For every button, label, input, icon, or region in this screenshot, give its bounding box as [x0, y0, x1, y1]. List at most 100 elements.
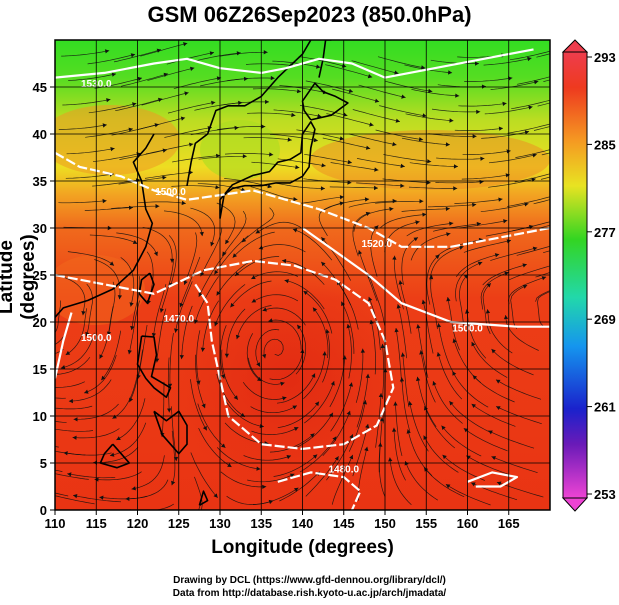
- wind-arrow: [155, 204, 160, 209]
- streamline: [166, 52, 215, 65]
- streamline: [491, 456, 538, 474]
- wind-arrow: [227, 463, 232, 467]
- streamline: [348, 400, 366, 452]
- streamline: [73, 494, 122, 503]
- wind-arrow: [312, 307, 318, 312]
- streamline: [190, 207, 216, 247]
- wind-arrow: [496, 481, 502, 486]
- wind-arrow: [555, 218, 559, 222]
- streamline: [377, 56, 426, 69]
- wind-arrow: [180, 116, 186, 121]
- streamline: [356, 158, 405, 167]
- streamline: [167, 101, 216, 114]
- streamline: [55, 349, 64, 354]
- streamline: [326, 434, 354, 481]
- wind-arrow: [101, 375, 106, 381]
- wind-arrow: [293, 427, 299, 431]
- colorbar-top-arrow: [561, 39, 589, 53]
- x-tick-label: 165: [498, 516, 520, 531]
- y-tick-label: 40: [33, 127, 47, 142]
- coastline: [186, 40, 312, 186]
- wind-arrow: [200, 347, 206, 352]
- wind-arrow: [171, 480, 176, 486]
- streamline: [171, 185, 220, 189]
- streamline: [487, 309, 513, 354]
- wind-arrow: [524, 202, 529, 207]
- wind-arrow: [296, 89, 302, 94]
- streamline: [435, 181, 484, 184]
- coastline: [198, 490, 209, 506]
- wind-arrow: [533, 80, 539, 85]
- wind-arrow: [125, 496, 130, 501]
- wind-arrow: [102, 123, 107, 128]
- streamline: [55, 356, 91, 375]
- streamline: [417, 376, 437, 427]
- wind-arrow: [99, 354, 104, 359]
- streamline: [279, 85, 328, 94]
- wind-arrow: [234, 125, 239, 131]
- wind-arrow: [137, 76, 142, 82]
- wind-arrow: [12, 435, 16, 439]
- streamline: [432, 380, 463, 424]
- wind-arrow: [522, 284, 528, 289]
- wind-arrow: [106, 98, 111, 103]
- y-tick-label: 35: [33, 174, 47, 189]
- streamline: [216, 373, 246, 418]
- streamline: [242, 381, 287, 400]
- streamline: [55, 428, 94, 432]
- streamline: [422, 299, 434, 354]
- wind-arrow: [349, 454, 354, 460]
- streamline: [472, 375, 515, 403]
- colorbar-scale: [562, 51, 588, 499]
- wind-arrow: [293, 197, 298, 202]
- streamline: [483, 57, 532, 66]
- wind-arrow: [380, 343, 385, 349]
- streamline: [536, 53, 550, 58]
- streamline: [197, 183, 246, 192]
- wind-arrow: [102, 198, 107, 204]
- streamline: [399, 280, 412, 334]
- wind-arrow: [117, 295, 122, 300]
- streamline: [401, 237, 419, 285]
- x-tick-label: 160: [457, 516, 479, 531]
- streamline: [196, 330, 201, 385]
- wind-arrow: [491, 349, 496, 354]
- streamline: [116, 398, 146, 441]
- streamline: [197, 403, 226, 448]
- wind-arrow: [393, 401, 398, 406]
- streamline: [65, 173, 114, 179]
- wind-arrow: [392, 142, 397, 147]
- y-tick-label: 15: [33, 362, 47, 377]
- wind-arrow: [322, 351, 327, 356]
- wind-arrow: [230, 302, 235, 308]
- wind-arrow: [504, 271, 509, 276]
- streamline: [296, 412, 334, 448]
- streamline: [84, 207, 134, 211]
- wind-arrow: [289, 473, 295, 478]
- x-tick-label: 135: [250, 516, 272, 531]
- colorbar-tick-label: 293: [594, 50, 616, 65]
- coastline: [55, 133, 155, 318]
- wind-arrow: [269, 152, 274, 157]
- wind-arrow: [73, 494, 78, 499]
- wind-arrow: [445, 142, 450, 147]
- wind-arrow: [19, 413, 23, 417]
- credit-data: Data from http://database.rish.kyoto-u.a…: [172, 588, 447, 599]
- streamline: [409, 162, 458, 167]
- streamline: [495, 379, 542, 400]
- wind-arrow: [287, 137, 292, 142]
- streamline: [120, 73, 169, 87]
- wind-arrow: [262, 307, 267, 312]
- wind-arrow: [477, 261, 483, 266]
- streamline: [273, 109, 322, 118]
- wind-arrow: [358, 250, 363, 255]
- streamline: [169, 333, 174, 388]
- streamline: [137, 324, 148, 380]
- wind-arrow: [365, 373, 370, 378]
- streamline: [120, 257, 135, 307]
- wind-arrow: [313, 137, 318, 143]
- wind-arrow: [416, 324, 421, 329]
- streamline: [202, 300, 219, 352]
- wind-arrow: [459, 245, 464, 250]
- streamline: [292, 228, 333, 261]
